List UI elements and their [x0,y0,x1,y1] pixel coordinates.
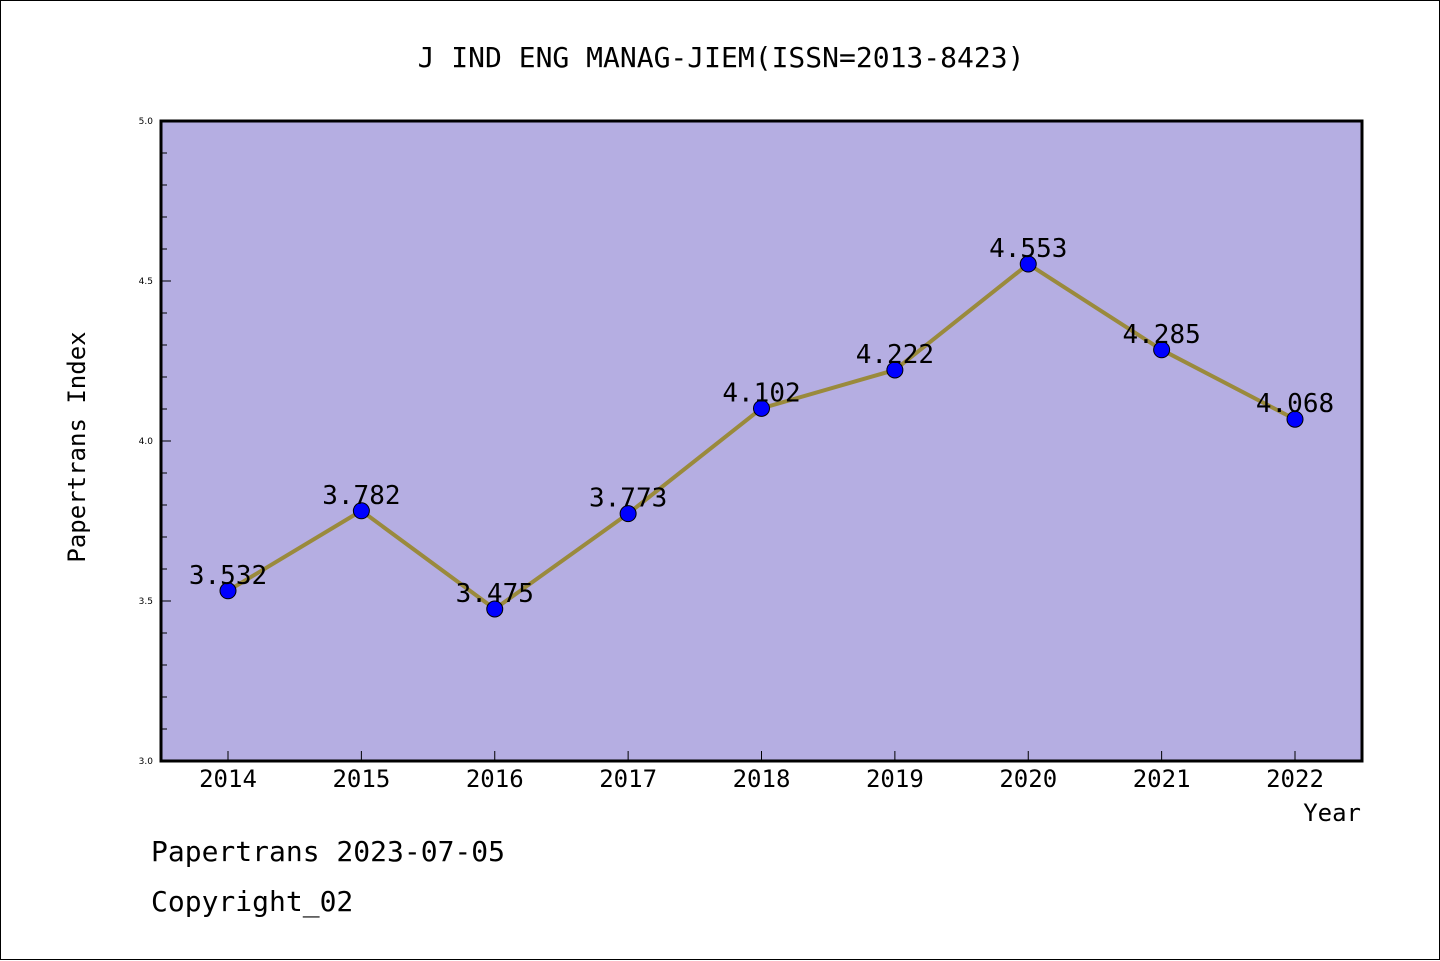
data-label: 4.068 [1256,389,1334,419]
y-tick-label: 4.0 [139,437,154,447]
chart-title: J IND ENG MANAG-JIEM(ISSN=2013-8423) [418,41,1025,74]
y-tick-label: 3.5 [139,597,153,607]
x-axis-label: Year [1303,799,1361,827]
data-point [486,600,504,618]
data-point [886,361,904,379]
x-tick-label: 2014 [199,765,257,793]
series-index [219,255,1304,618]
data-label: 4.285 [1122,320,1200,350]
y-tick-label: 5.0 [139,117,154,127]
data-label: 4.553 [989,234,1067,264]
data-point [753,399,770,417]
data-label: 3.773 [589,484,667,514]
x-tick-label: 2021 [1133,765,1191,793]
data-point [1019,255,1037,273]
data-label: 4.102 [722,378,800,408]
data-label: 3.782 [322,481,400,511]
x-tick-label: 2022 [1266,765,1324,793]
data-labels: 3.532 3.782 3.475 3.773 4.102 4.222 4.553 4.285… [189,234,1334,609]
y-tick-label: 4.5 [139,277,153,287]
y-axis-label: Papertrans Index [63,331,91,562]
data-point [1286,410,1304,428]
data-label: 3.532 [189,561,267,591]
x-tick-label: 2017 [599,765,657,793]
data-point [1153,341,1171,359]
data-point [619,505,637,523]
footer-copyright: Copyright_02 [151,885,354,918]
x-tick-label: 2019 [866,765,924,793]
x-tick-label: 2015 [332,765,390,793]
footer-credit: Papertrans 2023-07-05 [151,835,506,868]
data-point [352,502,370,520]
y-tick-label: 3.0 [139,757,154,767]
x-tick-label: 2020 [999,765,1057,793]
x-tick-label: 2018 [733,765,791,793]
plot-area [159,119,1364,763]
data-label: 3.475 [456,579,534,609]
y-axis: 3.0 3.5 4.0 4.5 5.0 [139,117,171,767]
x-tick-label: 2016 [466,765,524,793]
data-label: 4.222 [856,340,934,370]
data-point [219,582,237,600]
x-axis: 2014 2015 2016 2017 2018 2019 2020 2021 2022 [199,751,1324,793]
